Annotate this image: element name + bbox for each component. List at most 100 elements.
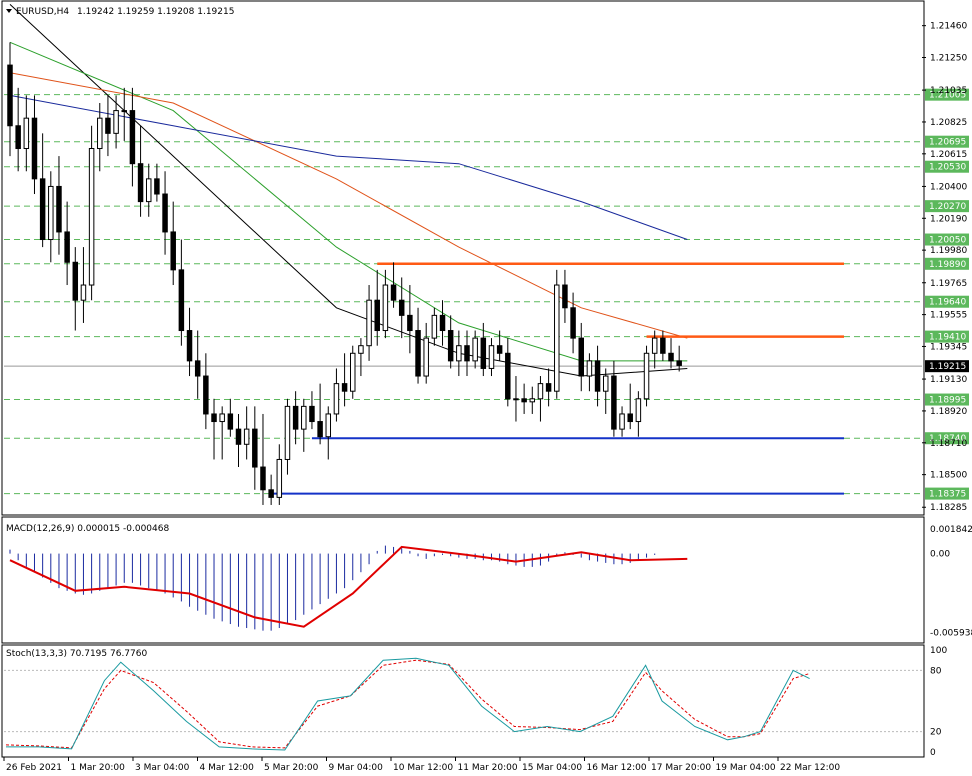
level-tag (925, 432, 969, 445)
level-tag-label: 1.18740 (929, 434, 966, 444)
candle-body (676, 360, 682, 366)
stoch-main-line (6, 657, 810, 751)
candle-body (80, 284, 87, 301)
candle-body (407, 314, 413, 332)
level-tag (925, 160, 969, 173)
candle-body (643, 352, 650, 400)
candle-body (472, 337, 478, 362)
candle-body (276, 458, 283, 498)
candle-body (170, 231, 176, 271)
price-tick-label: 1.21250 (930, 54, 967, 64)
candle-body (235, 428, 242, 445)
support-resistance-lines[interactable] (271, 262, 844, 495)
candle-body (545, 383, 552, 392)
level-tag (925, 233, 969, 246)
candle-body (23, 117, 30, 150)
candle-body (562, 284, 568, 309)
candle-body (88, 148, 95, 286)
candle-body (366, 299, 372, 347)
candle-body (341, 383, 348, 392)
candle-body (496, 345, 503, 354)
candle-body (439, 314, 446, 332)
candle-body (162, 193, 168, 233)
candle-body (268, 489, 274, 498)
candle-body (521, 398, 527, 403)
price-tick-label: 1.19130 (930, 375, 967, 385)
price-pane[interactable] (1, 0, 925, 516)
candle-body (423, 337, 429, 377)
price-tick-label: 1.18920 (930, 407, 967, 417)
time-tick-label: 15 Mar 04:00 (522, 763, 582, 773)
stoch-pane[interactable] (1, 644, 925, 758)
stoch-header: Stoch(13,3,3) 70.7195 76.7760 (6, 649, 147, 659)
candle-body (317, 421, 323, 438)
candle-body (488, 345, 495, 369)
macd-tick-label: 0.00 (930, 550, 950, 560)
candle-body (611, 375, 617, 430)
candle-body (186, 330, 193, 362)
candle-body (578, 337, 584, 377)
level-tag-label: 1.21005 (929, 91, 966, 101)
time-tick-label: 3 Mar 04:00 (135, 763, 190, 773)
macd-pane[interactable] (1, 516, 925, 644)
candle-body (284, 405, 291, 460)
candle-body (570, 307, 576, 339)
candle-body (301, 405, 307, 430)
candle-body (619, 413, 625, 430)
level-tag-label: 1.19410 (929, 333, 966, 343)
level-tag (925, 295, 969, 308)
candle-body (129, 110, 136, 165)
candle-body (39, 178, 46, 241)
candlesticks (7, 42, 682, 505)
stoch-tick-label: 100 (930, 646, 947, 656)
time-tick-label: 22 Mar 12:00 (780, 763, 840, 773)
price-tick-label: 1.19345 (930, 342, 967, 352)
candle-body (252, 428, 258, 468)
candle-body (31, 117, 38, 180)
candle-body (350, 352, 356, 392)
time-tick-label: 1 Mar 20:00 (71, 763, 126, 773)
symbol-label: EURUSD,H4 (16, 7, 69, 17)
level-tag-label: 1.20695 (929, 138, 966, 148)
candle-body (243, 428, 250, 445)
stoch-tick-label: 0 (930, 748, 936, 758)
candle-body (447, 330, 454, 362)
price-tick-label: 1.19980 (930, 246, 967, 256)
candle-body (382, 284, 389, 332)
candle-body (358, 345, 364, 354)
price-tick-label: 1.18710 (930, 439, 967, 449)
candle-body (211, 413, 217, 423)
time-tick-label: 26 Feb 2021 (6, 763, 62, 773)
candle-body (668, 352, 674, 362)
time-tick-label: 19 Mar 04:00 (716, 763, 776, 773)
price-axis: 1.21005 1.20695 1.20530 1.20270 1.20050 1.198… (922, 22, 969, 513)
candle-body (431, 314, 438, 339)
time-tick-label: 11 Mar 20:00 (458, 763, 518, 773)
time-tick-label: 4 Mar 12:00 (200, 763, 255, 773)
candle-body (537, 383, 544, 400)
time-axis: 26 Feb 2021 1 Mar 20:00 3 Mar 04:00 4 Mar 1… (3, 757, 840, 773)
dropdown-triangle-icon[interactable] (6, 9, 12, 13)
candle-body (154, 178, 160, 195)
candle-body (398, 299, 405, 316)
level-tag-label: 1.20050 (929, 236, 966, 246)
time-tick-label: 17 Mar 20:00 (651, 763, 711, 773)
time-tick-label: 10 Mar 12:00 (393, 763, 453, 773)
candle-body (651, 337, 658, 354)
level-tag-label: 1.18995 (929, 396, 966, 406)
candle-body (203, 375, 209, 415)
level-tag (925, 330, 969, 343)
candle-body (374, 299, 380, 332)
candle-body (72, 261, 79, 301)
candle-body (602, 375, 609, 392)
candle-body (660, 337, 666, 354)
candle-body (137, 163, 144, 203)
moving-average-line (9, 72, 688, 339)
candle-body (333, 383, 340, 415)
candle-body (113, 110, 119, 134)
candle-body (64, 231, 70, 263)
candle-body (594, 360, 601, 392)
candle-body (586, 360, 593, 377)
candle-body (219, 413, 225, 423)
